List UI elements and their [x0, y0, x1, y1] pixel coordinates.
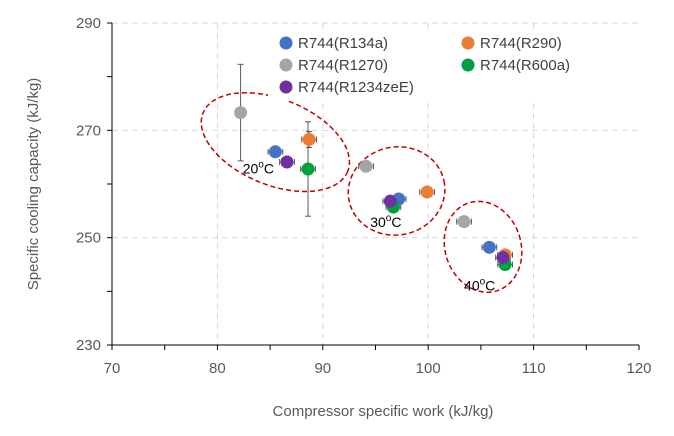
x-tick-label: 120	[626, 360, 651, 377]
y-tick-label: 290	[76, 15, 101, 32]
data-points	[234, 106, 512, 271]
x-tick-label: 110	[522, 360, 546, 377]
group-ellipse	[200, 92, 351, 193]
data-point	[496, 251, 510, 265]
data-point	[268, 145, 282, 159]
legend-label: R744(R290)	[480, 35, 562, 52]
y-tick-label: 230	[76, 337, 101, 354]
temperature-group-ellipses	[200, 92, 523, 293]
data-point	[457, 215, 471, 229]
x-tick-label: 90	[314, 360, 331, 377]
legend: R744(R134a) R744(R290) R744(R1270) R744(R60…	[268, 29, 636, 101]
legend-box	[268, 29, 636, 101]
temperature-label: 20oC	[243, 159, 274, 176]
legend-marker	[461, 58, 475, 72]
legend-label: R744(R1234zeE)	[298, 79, 414, 96]
x-axis-label: Compressor specific work (kJ/kg)	[273, 403, 494, 420]
group-ellipse	[443, 200, 523, 293]
y-axis-label: Specific cooling capacity (kJ/kg)	[25, 78, 42, 291]
group-ellipse	[347, 146, 446, 236]
data-point	[234, 106, 248, 120]
legend-label: R744(R1270)	[298, 57, 388, 74]
data-point	[482, 240, 496, 254]
legend-marker	[279, 80, 293, 94]
axes: 70 80 90 100 110 120 230 250 270 290	[76, 15, 652, 377]
data-point	[359, 159, 373, 173]
x-tick-label: 100	[416, 360, 441, 377]
legend-marker	[279, 58, 293, 72]
data-point	[420, 185, 434, 199]
data-point	[280, 155, 294, 169]
y-tick-label: 250	[76, 230, 101, 247]
data-point	[301, 162, 315, 176]
legend-marker	[461, 36, 475, 50]
legend-label: R744(R600a)	[480, 57, 570, 74]
data-point	[383, 194, 397, 208]
temperature-label: 40oC	[464, 276, 495, 293]
temperature-annotations: 20oC 30oC 40oC	[243, 159, 496, 293]
x-tick-label: 70	[104, 360, 121, 377]
data-point	[302, 132, 316, 146]
legend-label: R744(R134a)	[298, 35, 388, 52]
x-tick-label: 80	[209, 360, 226, 377]
temperature-label: 30oC	[370, 213, 401, 230]
legend-marker	[279, 36, 293, 50]
y-tick-label: 270	[76, 122, 101, 139]
